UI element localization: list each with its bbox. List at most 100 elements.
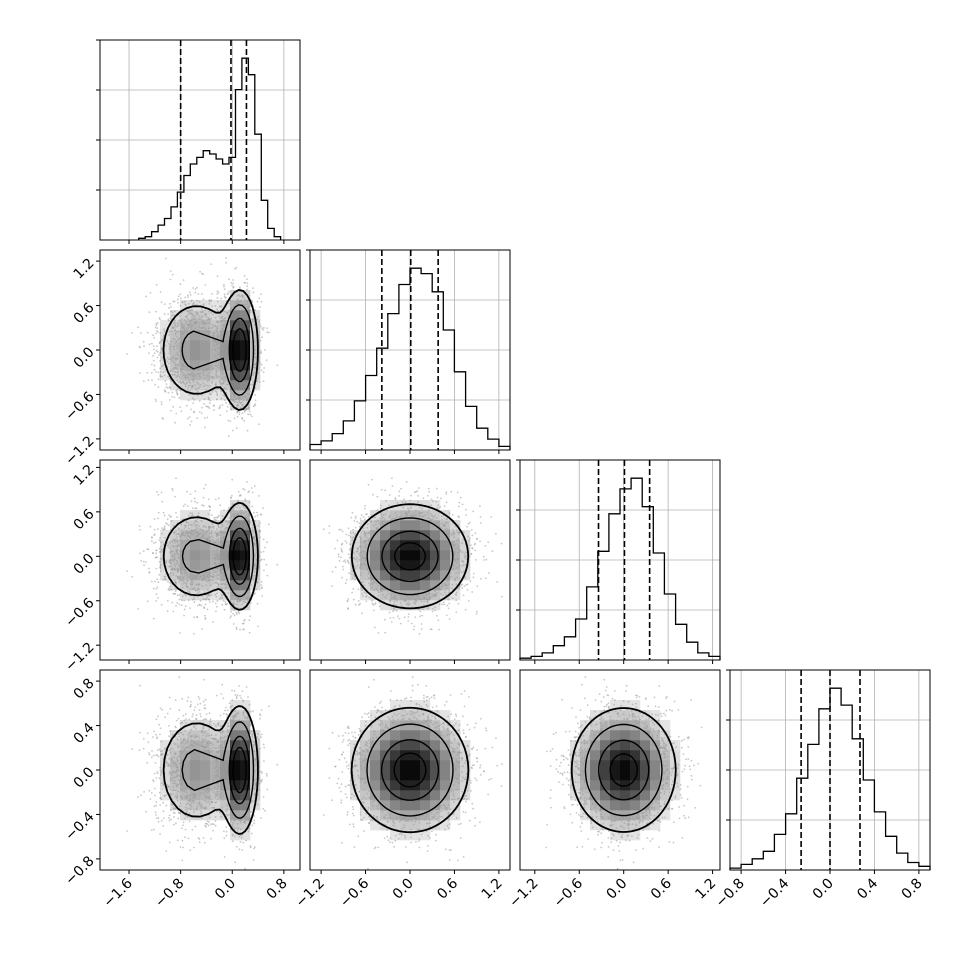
sample-point [154,762,157,764]
sample-point [356,520,359,523]
sample-point [259,339,262,342]
sample-point [358,552,361,555]
sample-point [235,628,238,631]
sample-point [182,534,184,537]
density-cell [210,390,221,401]
sample-point [195,318,198,321]
sample-point [138,525,141,527]
sample-point [209,509,211,512]
sample-point [174,752,177,755]
sample-point [193,497,196,500]
sample-point [352,823,355,826]
sample-point [259,817,262,819]
sample-point [140,560,143,562]
sample-point [360,562,362,565]
sample-point [179,319,182,321]
sample-point [146,371,149,374]
sample-point [160,301,163,304]
sample-point [189,739,192,741]
density-cell [450,580,461,591]
sample-point [204,731,206,734]
sample-point [223,741,226,744]
sample-point [384,518,386,520]
density-cell [180,330,191,341]
sample-point [390,690,392,692]
sample-point [391,517,394,520]
sample-point [366,567,369,570]
sample-point [231,699,234,701]
sample-point [361,593,363,595]
sample-point [179,632,182,634]
sample-point [155,817,158,819]
density-cell [450,520,461,531]
sample-point [421,511,424,514]
sample-point [216,292,219,295]
sample-point [267,523,270,526]
sample-point [207,367,210,370]
sample-point [446,604,449,607]
sample-point [188,416,191,418]
sample-point [236,410,239,413]
sample-point [500,785,503,787]
density-cell [250,530,261,541]
sample-point [241,603,244,606]
sample-point [236,694,239,697]
density-cell [190,760,201,771]
sample-point [167,342,170,345]
sample-point [216,755,219,757]
sample-point [260,300,263,303]
sample-point [169,751,172,754]
sample-point [252,710,255,712]
sample-point [189,573,192,575]
sample-point [210,798,213,801]
sample-point [174,565,177,568]
density-cell [410,580,421,591]
sample-point [188,322,191,325]
sample-point [190,700,192,703]
sample-point [163,514,166,517]
sample-point [412,823,415,826]
sample-point [227,508,230,511]
sample-point [465,584,467,586]
sample-point [365,543,368,545]
sample-point [179,812,182,815]
sample-point [210,514,213,516]
sample-point [258,319,261,321]
sample-point [377,590,380,593]
sample-point [198,373,201,376]
sample-point [393,600,396,603]
sample-point [229,299,232,302]
sample-point [158,342,161,345]
sample-point [183,325,185,328]
sample-point [236,613,238,615]
sample-point [200,803,203,806]
sample-point [173,348,176,351]
sample-point [184,331,186,333]
sample-point [172,811,175,814]
sample-point [162,364,165,367]
sample-point [224,380,226,383]
sample-point [197,584,200,586]
sample-point [177,295,180,298]
sample-point [174,329,177,332]
sample-point [206,742,209,745]
sample-point [250,811,252,813]
sample-point [223,317,226,320]
sample-point [240,511,243,514]
sample-point [266,788,269,791]
sample-point [429,512,432,515]
contour-line [181,515,255,598]
sample-point [250,832,253,835]
sample-point [187,514,190,517]
sample-point [161,551,164,553]
sample-point [175,412,178,415]
sample-point [203,807,205,810]
sample-point [254,744,256,746]
sample-point [213,404,216,407]
sample-point [242,714,245,716]
sample-point [393,608,396,611]
sample-point [142,380,145,383]
sample-point [435,705,438,708]
density-cell [420,540,431,551]
sample-point [175,782,178,785]
